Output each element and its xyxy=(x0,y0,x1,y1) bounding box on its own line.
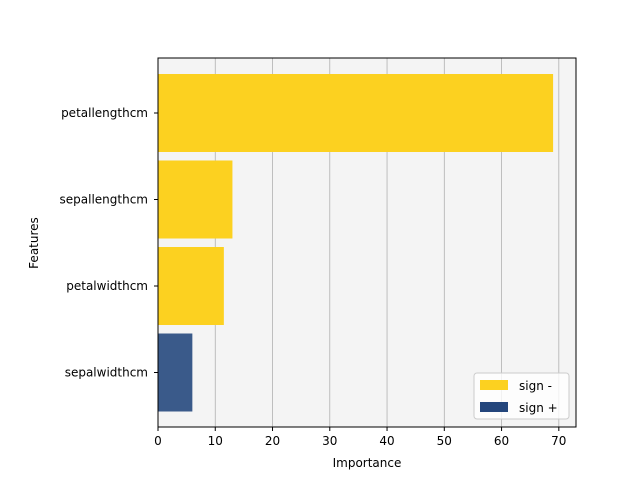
x-tick-label: 70 xyxy=(551,434,566,448)
x-tick-label: 60 xyxy=(494,434,509,448)
x-tick-label: 30 xyxy=(322,434,337,448)
x-tick-label: 0 xyxy=(154,434,162,448)
y-axis-ticks: petallengthcm sepallengthcm petalwidthcm se… xyxy=(60,106,158,380)
legend-swatch-sign-minus xyxy=(480,380,508,390)
bar-petallengthcm xyxy=(158,74,554,152)
y-tick-label-petallengthcm: petallengthcm xyxy=(61,106,148,120)
x-tick-label: 50 xyxy=(437,434,452,448)
bars xyxy=(158,74,554,412)
plot-frame xyxy=(157,57,577,428)
legend-label-sign-plus: sign + xyxy=(519,401,558,415)
legend-label-sign-minus: sign - xyxy=(519,379,552,393)
y-axis-label: Features xyxy=(27,217,41,269)
bar-petalwidthcm xyxy=(158,247,224,325)
bar-sepallengthcm xyxy=(158,160,233,239)
bar-sepalwidthcm xyxy=(158,333,193,412)
x-axis-ticks: 0 10 20 30 40 50 60 70 xyxy=(154,427,566,448)
y-tick-label-petalwidthcm: petalwidthcm xyxy=(66,279,148,293)
x-axis-label: Importance xyxy=(333,456,402,470)
x-tick-label: 20 xyxy=(265,434,280,448)
y-tick-label-sepalwidthcm: sepalwidthcm xyxy=(65,366,148,380)
x-tick-label: 10 xyxy=(208,434,223,448)
legend-swatch-sign-plus xyxy=(480,402,508,412)
legend: sign - sign + xyxy=(473,372,570,420)
y-tick-label-sepallengthcm: sepallengthcm xyxy=(60,193,148,207)
x-tick-label: 40 xyxy=(379,434,394,448)
